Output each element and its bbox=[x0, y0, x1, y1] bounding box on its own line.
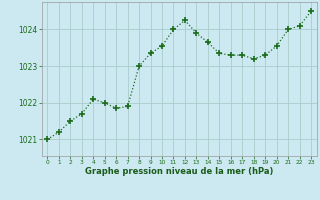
X-axis label: Graphe pression niveau de la mer (hPa): Graphe pression niveau de la mer (hPa) bbox=[85, 167, 273, 176]
